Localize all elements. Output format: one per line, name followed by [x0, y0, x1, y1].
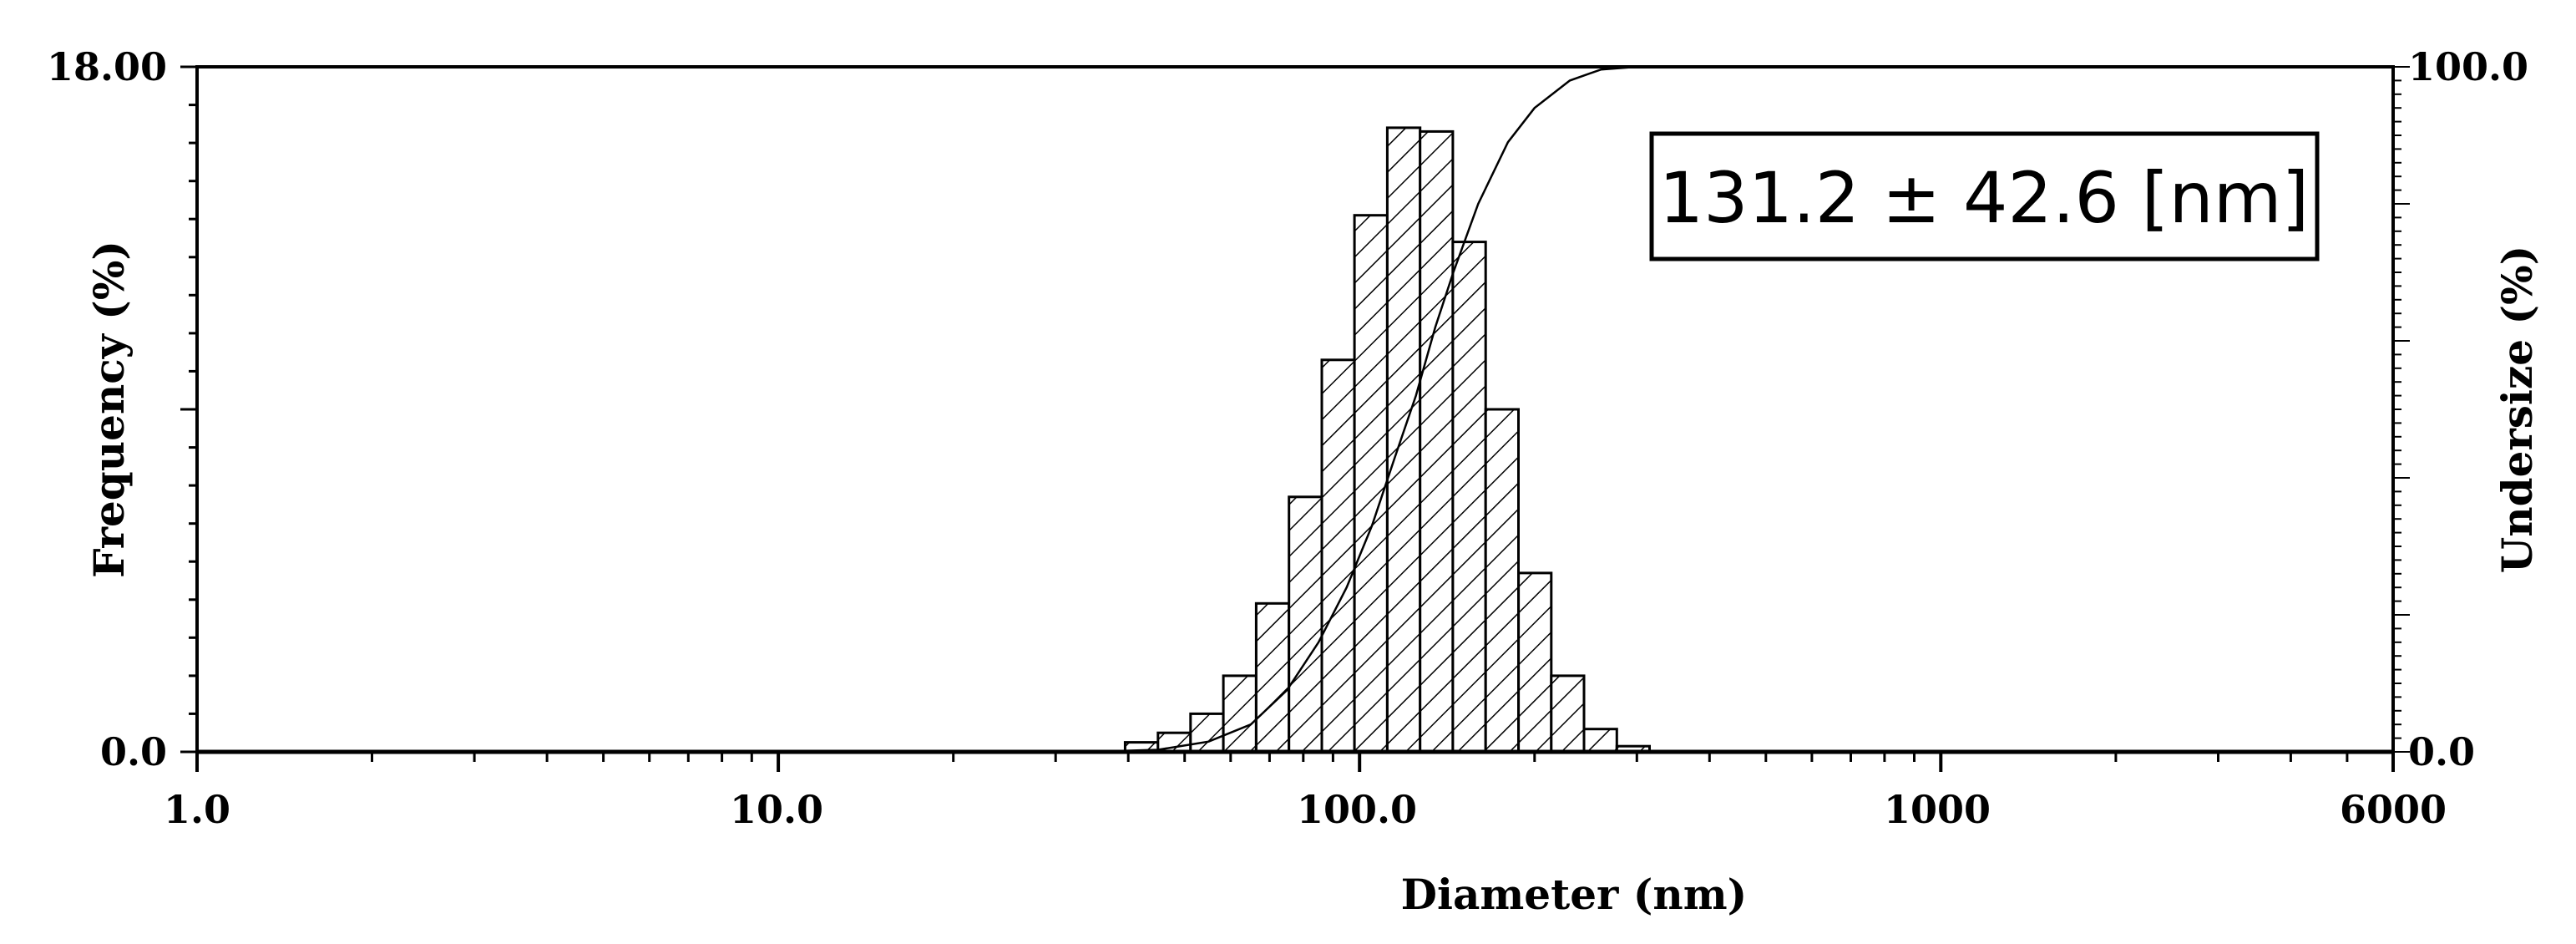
x-tick-label-10: 10.0 — [730, 787, 823, 832]
y2-axis-title: Undersize (%) — [2492, 246, 2542, 574]
annotation-box — [1649, 131, 2320, 261]
y-tick-label-zero: 0.0 — [100, 729, 167, 774]
x-tick-label-6000: 6000 — [2340, 787, 2447, 832]
annotation-text: 131.2 ± 42.6 [nm] — [1659, 157, 2310, 239]
bar-2 — [1189, 712, 1225, 754]
bar-9 — [1419, 129, 1455, 754]
bar-6 — [1320, 358, 1356, 754]
cumulative-curve-layer — [1087, 65, 1637, 754]
bar-14 — [1582, 728, 1618, 754]
bar-series — [1123, 126, 1652, 754]
bar-5 — [1288, 495, 1323, 754]
x-axis-ticks — [195, 752, 2395, 772]
x-tick-label-1000: 1000 — [1884, 787, 1991, 832]
bar-7 — [1353, 214, 1389, 754]
x-tick-label-1: 1.0 — [164, 787, 230, 832]
bar-13 — [1550, 674, 1586, 754]
x-axis-title: Diameter (nm) — [1401, 870, 1748, 919]
bar-11 — [1484, 408, 1520, 754]
bar-12 — [1517, 571, 1553, 754]
y-axis-ticks — [180, 65, 197, 754]
bar-8 — [1385, 126, 1422, 754]
bar-10 — [1451, 241, 1487, 754]
x-tick-label-100: 100.0 — [1297, 787, 1417, 832]
bar-4 — [1254, 601, 1291, 754]
y-tick-label-top: 18.00 — [47, 44, 167, 89]
y2-tick-label-top: 100.0 — [2408, 44, 2528, 89]
cumulative-undersize-line — [1087, 65, 1637, 754]
bar-3 — [1222, 674, 1258, 754]
y2-tick-label-zero: 0.0 — [2408, 729, 2475, 774]
y2-axis-ticks — [2393, 66, 2410, 753]
y-axis-title: Frequency (%) — [84, 241, 134, 578]
